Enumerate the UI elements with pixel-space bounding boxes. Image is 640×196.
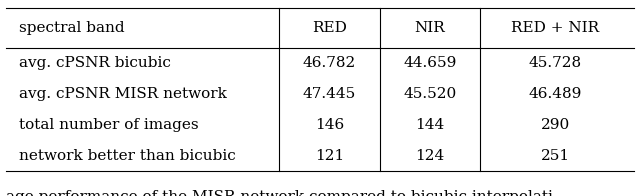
- Text: total number of images: total number of images: [19, 118, 198, 132]
- Text: avg. cPSNR MISR network: avg. cPSNR MISR network: [19, 87, 227, 101]
- Text: 46.489: 46.489: [529, 87, 582, 101]
- Text: 47.445: 47.445: [303, 87, 356, 101]
- Text: RED + NIR: RED + NIR: [511, 21, 599, 35]
- Text: age performance of the MISR network compared to bicubic interpolati: age performance of the MISR network comp…: [6, 190, 553, 196]
- Text: 124: 124: [415, 149, 444, 163]
- Text: NIR: NIR: [414, 21, 445, 35]
- Text: 45.728: 45.728: [529, 56, 582, 70]
- Text: spectral band: spectral band: [19, 21, 125, 35]
- Text: network better than bicubic: network better than bicubic: [19, 149, 236, 163]
- Text: 44.659: 44.659: [403, 56, 456, 70]
- Text: 251: 251: [541, 149, 570, 163]
- Text: RED: RED: [312, 21, 347, 35]
- Text: 45.520: 45.520: [403, 87, 456, 101]
- Text: 146: 146: [315, 118, 344, 132]
- Text: 290: 290: [541, 118, 570, 132]
- Text: 46.782: 46.782: [303, 56, 356, 70]
- Text: 121: 121: [315, 149, 344, 163]
- Text: 144: 144: [415, 118, 444, 132]
- Text: avg. cPSNR bicubic: avg. cPSNR bicubic: [19, 56, 171, 70]
